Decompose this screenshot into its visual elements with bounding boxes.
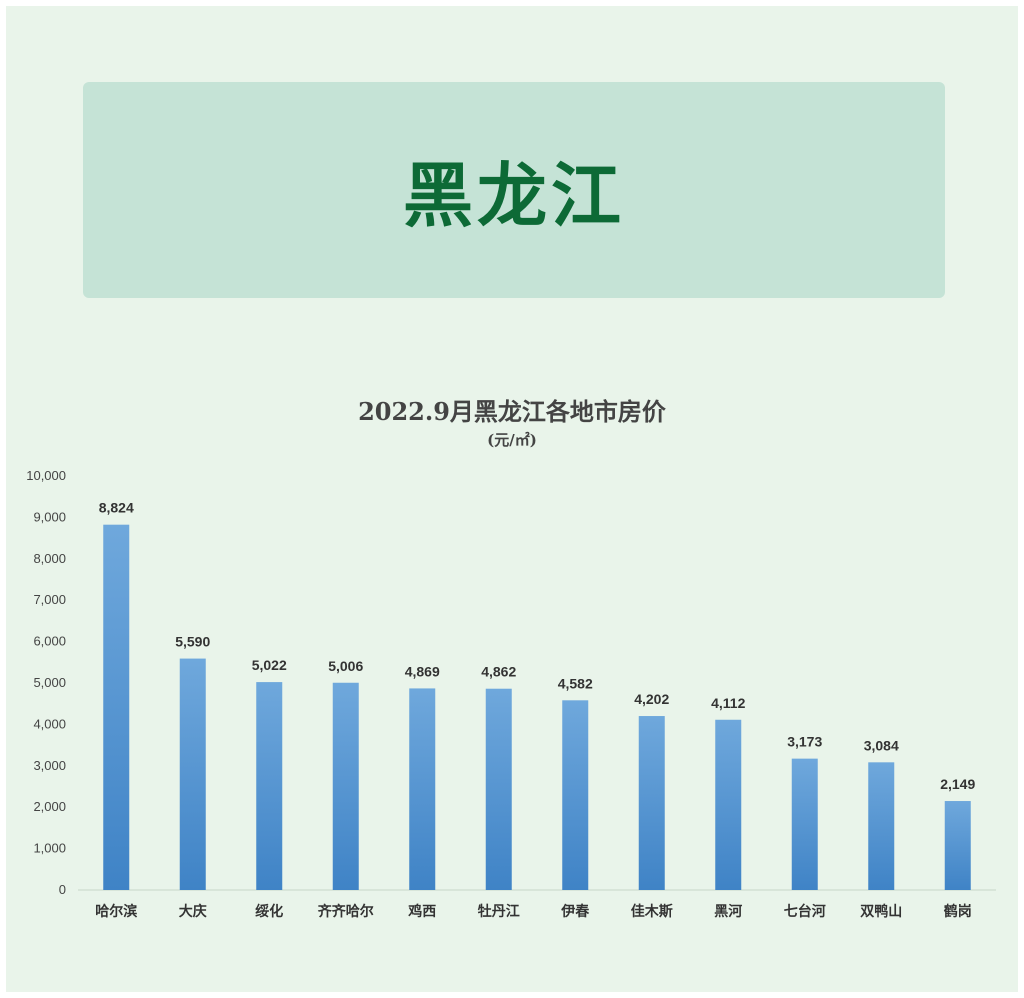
x-tick-label: 绥化	[255, 903, 283, 920]
x-tick-label: 齐齐哈尔	[318, 903, 374, 920]
bars	[103, 524, 971, 890]
y-axis: 0 1,000 2,000 3,000 4,000 5,000 6,000 7,000 8,00…	[26, 468, 66, 897]
bar	[944, 801, 971, 890]
bar	[256, 682, 283, 890]
y-tick-label: 5,000	[33, 675, 66, 690]
x-tick-label: 七台河	[784, 903, 826, 920]
x-axis: 哈尔滨 大庆 绥化 齐齐哈尔 鸡西 牡丹江 伊春 佳木斯 黑河 七台河 双鸭山 鹤岗	[95, 903, 972, 920]
value-label: 4,582	[558, 675, 593, 691]
value-label: 5,006	[328, 658, 363, 674]
value-label: 4,112	[711, 695, 745, 711]
value-label: 4,202	[634, 691, 669, 707]
x-tick-label: 双鸭山	[860, 903, 902, 920]
x-tick-label: 哈尔滨	[95, 903, 137, 920]
value-label: 2,149	[940, 776, 975, 792]
y-tick-label: 2,000	[33, 799, 66, 814]
bar	[409, 688, 436, 890]
bar	[485, 688, 512, 890]
bar	[868, 762, 895, 890]
chart-subtitle: (元/㎡)	[487, 431, 537, 449]
x-tick-label: 鸡西	[407, 903, 436, 920]
bar	[103, 524, 130, 890]
banner-title: 黑龙江	[403, 154, 625, 237]
x-tick-label: 牡丹江	[478, 903, 520, 920]
y-tick-label: 4,000	[33, 716, 66, 731]
y-tick-label: 3,000	[33, 758, 66, 773]
y-tick-label: 8,000	[33, 551, 66, 566]
value-label: 8,824	[99, 500, 134, 516]
y-tick-label: 10,000	[26, 468, 66, 483]
x-tick-label: 伊春	[560, 903, 590, 920]
bar	[562, 700, 589, 890]
x-tick-label: 大庆	[179, 903, 207, 920]
y-tick-label: 6,000	[33, 634, 66, 649]
y-tick-label: 1,000	[33, 841, 66, 856]
x-tick-label: 佳木斯	[631, 903, 673, 920]
chart-title: 2022.9月黑龙江各地市房价	[358, 397, 667, 426]
value-label: 5,590	[175, 634, 210, 650]
page-background: 黑龙江	[6, 6, 1018, 992]
bar	[179, 658, 206, 890]
value-label: 3,173	[787, 734, 822, 750]
y-tick-label: 9,000	[33, 509, 66, 524]
title-banner: 黑龙江	[83, 82, 945, 298]
bar	[791, 758, 818, 890]
value-labels: 8,824 5,590 5,022 5,006 4,869 4,862 4,582 4,202…	[99, 500, 976, 792]
x-tick-label: 黑河	[714, 903, 742, 920]
y-tick-label: 7,000	[33, 592, 66, 607]
bar	[332, 682, 359, 890]
value-label: 5,022	[252, 657, 287, 673]
value-label: 4,869	[405, 663, 440, 679]
y-tick-label: 0	[59, 882, 66, 897]
x-tick-label: 鹤岗	[944, 903, 972, 920]
bar	[715, 719, 742, 890]
value-label: 3,084	[864, 737, 899, 753]
bar	[638, 716, 665, 890]
value-label: 4,862	[481, 664, 516, 680]
